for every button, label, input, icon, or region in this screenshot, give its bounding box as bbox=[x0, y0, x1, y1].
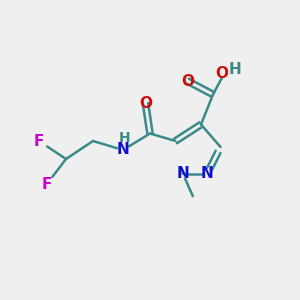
Text: N: N bbox=[201, 167, 213, 182]
Text: H: H bbox=[119, 131, 130, 145]
Text: H: H bbox=[229, 61, 242, 76]
Text: O: O bbox=[139, 96, 152, 111]
Text: N: N bbox=[117, 142, 129, 158]
Text: F: F bbox=[41, 177, 52, 192]
Text: O: O bbox=[215, 66, 228, 81]
Text: O: O bbox=[181, 74, 194, 88]
Text: F: F bbox=[34, 134, 44, 148]
Text: N: N bbox=[177, 167, 189, 182]
